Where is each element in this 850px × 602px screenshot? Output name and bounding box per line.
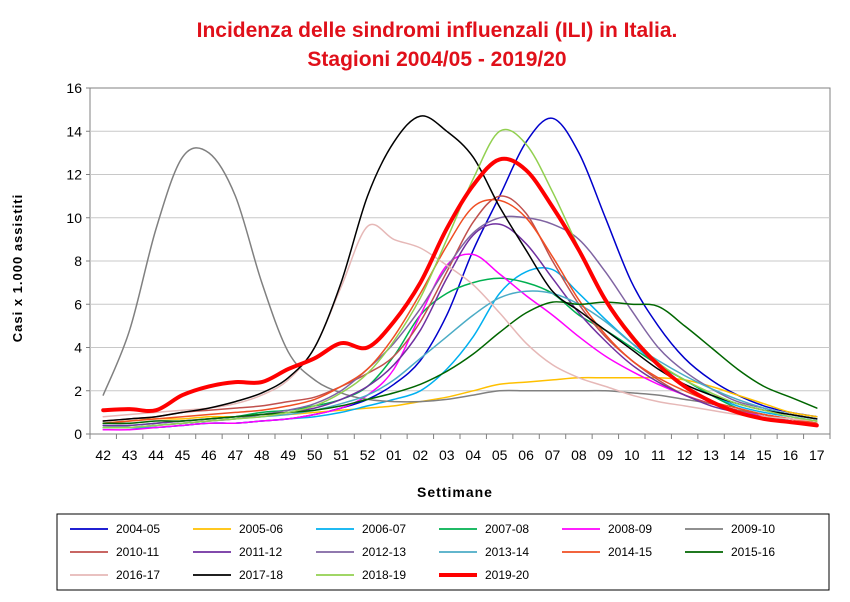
series-line-2017-18 <box>102 115 818 422</box>
x-tick-label: 44 <box>148 447 164 463</box>
y-tick-label: 14 <box>66 123 82 139</box>
legend-label: 2005-06 <box>239 522 283 536</box>
legend-label: 2009-10 <box>731 522 775 536</box>
series-line-2019-20 <box>101 156 819 428</box>
legend: 2004-05 2005-06 2006-07 2007-08 2008-09 2009-… <box>56 513 830 591</box>
legend-label: 2012-13 <box>362 545 406 559</box>
x-tick-label: 08 <box>571 447 587 463</box>
y-tick-label: 6 <box>74 296 82 312</box>
x-tick-label: 10 <box>624 447 640 463</box>
legend-label: 2014-15 <box>608 545 652 559</box>
legend-label: 2019-20 <box>485 568 529 582</box>
y-tick-label: 4 <box>74 340 82 356</box>
series-line-2018-19 <box>102 128 818 429</box>
legend-label: 2008-09 <box>608 522 652 536</box>
legend-label: 2016-17 <box>116 568 160 582</box>
chart-subtitle: Stagioni 2004/05 - 2019/20 <box>307 48 566 71</box>
x-tick-label: 13 <box>703 447 719 463</box>
legend-label: 2015-16 <box>731 545 775 559</box>
series-line-2009-10 <box>102 147 818 422</box>
legend-label: 2010-11 <box>116 545 159 559</box>
x-tick-label: 15 <box>756 447 772 463</box>
x-axis-label: Settimane <box>417 484 493 500</box>
x-tick-label: 12 <box>677 447 693 463</box>
x-tick-label: 50 <box>307 447 323 463</box>
x-tick-label: 48 <box>254 447 270 463</box>
y-axis-label: Casi x 1.000 assistiti <box>10 194 25 342</box>
legend-label: 2011-12 <box>239 545 282 559</box>
x-tick-label: 06 <box>518 447 534 463</box>
x-tick-label: 02 <box>413 447 429 463</box>
y-tick-label: 12 <box>66 167 82 183</box>
legend-label: 2007-08 <box>485 522 529 536</box>
legend-label: 2013-14 <box>485 545 529 559</box>
x-tick-label: 45 <box>175 447 191 463</box>
y-tick-label: 2 <box>74 383 82 399</box>
x-tick-label: 03 <box>439 447 455 463</box>
x-tick-label: 49 <box>280 447 296 463</box>
series-line-2015-16 <box>102 301 818 425</box>
legend-label: 2018-19 <box>362 568 406 582</box>
x-tick-label: 14 <box>730 447 746 463</box>
x-tick-label: 46 <box>201 447 217 463</box>
legend-label: 2006-07 <box>362 522 406 536</box>
legend-label: 2017-18 <box>239 568 283 582</box>
x-tick-label: 09 <box>598 447 614 463</box>
y-tick-label: 16 <box>66 80 82 96</box>
x-tick-label: 47 <box>228 447 244 463</box>
x-tick-label: 17 <box>809 447 825 463</box>
x-tick-label: 05 <box>492 447 508 463</box>
series-line-2010-11 <box>102 195 818 424</box>
x-tick-label: 51 <box>333 447 349 463</box>
y-tick-label: 10 <box>66 210 82 226</box>
x-tick-label: 52 <box>360 447 376 463</box>
x-tick-label: 11 <box>651 447 666 463</box>
x-tick-label: 01 <box>386 447 402 463</box>
x-tick-label: 16 <box>783 447 799 463</box>
chart-title: Incidenza delle sindromi influenzali (IL… <box>197 19 678 42</box>
x-tick-label: 43 <box>122 447 138 463</box>
x-tick-label: 04 <box>465 447 481 463</box>
series-line-2016-17 <box>102 223 818 422</box>
x-tick-label: 42 <box>95 447 111 463</box>
y-tick-label: 8 <box>74 253 82 269</box>
x-tick-label: 07 <box>545 447 561 463</box>
y-tick-label: 0 <box>74 426 82 442</box>
legend-label: 2004-05 <box>116 522 160 536</box>
